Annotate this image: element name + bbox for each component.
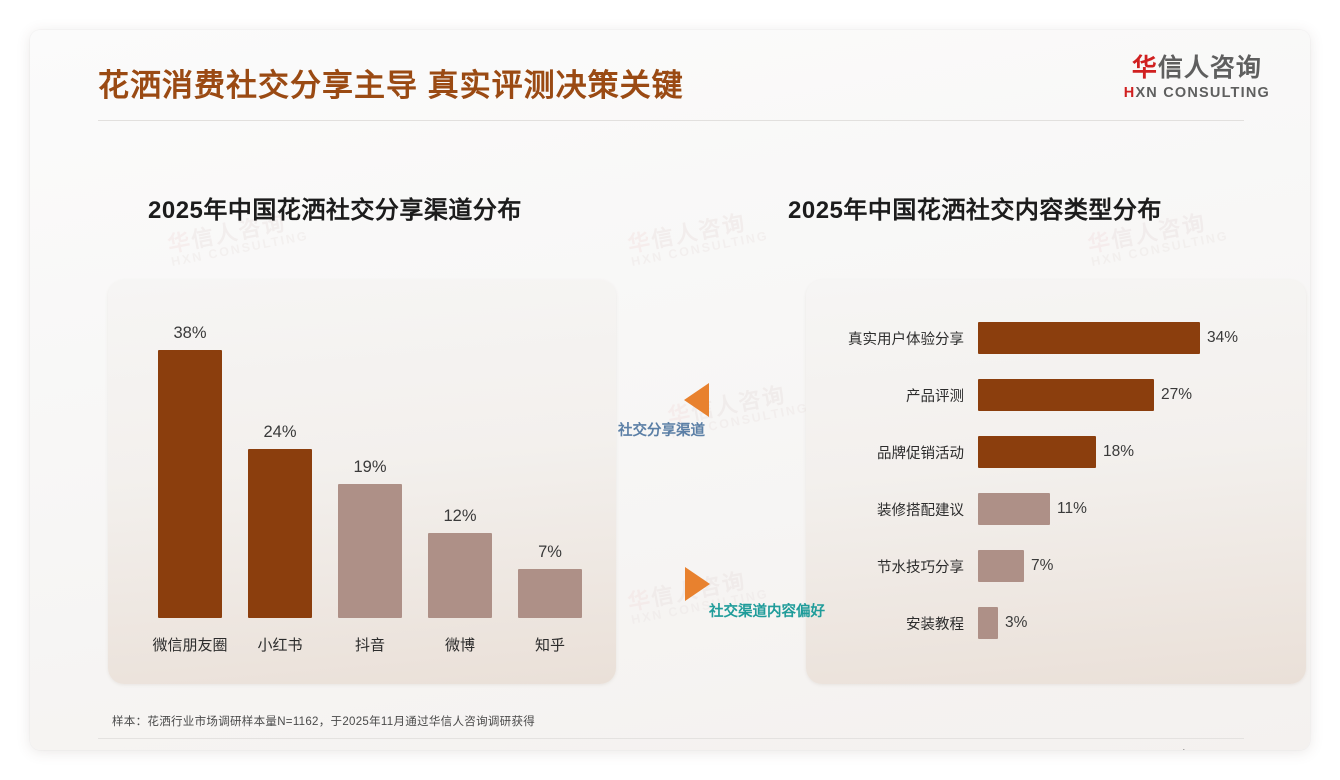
watermark-cn-highlight: 华 — [1085, 228, 1114, 258]
social-channel-bar-chart: 38% 24% 19% 12% 7% — [138, 298, 590, 618]
bar-value-label: 38% — [173, 324, 207, 342]
bar-value-label: 27% — [1161, 386, 1193, 403]
bar-category-label: 装修搭配建议 — [877, 502, 964, 519]
bar-column: 38% — [158, 324, 222, 618]
footer-divider — [98, 738, 1244, 739]
bar — [158, 350, 222, 618]
bar-row: 真实用户体验分享 34% — [830, 322, 1300, 354]
bar — [978, 493, 1050, 525]
bar — [978, 322, 1200, 354]
bar-column: 19% — [338, 458, 402, 618]
bar-column: 12% — [428, 507, 492, 618]
annotation-channel-content-preference: 社交渠道内容偏好 — [709, 604, 825, 620]
bar-category-label: 抖音 — [354, 637, 385, 654]
watermark-cn-highlight: 华 — [625, 586, 654, 616]
bar-value-label: 18% — [1103, 443, 1135, 460]
copyright-text: ©2026.1 HXR华信人咨询 — [98, 749, 227, 750]
bar-value-label: 34% — [1207, 329, 1239, 346]
watermark-en: HXN CONSULTING — [1090, 228, 1230, 270]
arrow-right-icon — [685, 567, 710, 601]
bar-category-label: 真实用户体验分享 — [848, 331, 964, 348]
logo-en-rest: XN CONSULTING — [1135, 85, 1270, 101]
bar — [428, 533, 492, 618]
bar-value-label: 3% — [1005, 614, 1028, 631]
bar — [978, 379, 1154, 411]
bar-value-label: 7% — [538, 543, 562, 561]
bar-value-label: 11% — [1057, 500, 1087, 517]
bar-category-label: 小红书 — [257, 637, 303, 654]
logo-cn-rest: 信人咨询 — [1157, 54, 1262, 82]
arrow-left-icon — [684, 383, 709, 417]
right-chart-title: 2025年中国花洒社交内容类型分布 — [788, 197, 1162, 224]
bar-value-label: 7% — [1031, 557, 1054, 574]
watermark-cn-rest: 信人咨询 — [649, 209, 749, 253]
bar-category-label: 节水技巧分享 — [877, 559, 964, 576]
bar-row: 节水技巧分享 7% — [830, 550, 1300, 582]
content-type-bar-chart: 真实用户体验分享 34% 产品评测 27% 品牌促销活动 18% 装修搭配建议 11% 节水技巧… — [830, 322, 1300, 652]
bar-value-label: 24% — [263, 423, 297, 441]
bar — [248, 449, 312, 618]
slide-canvas: 花洒消费社交分享主导 真实评测决策关键 华信人咨询 HXN CONSULTING… — [30, 30, 1310, 750]
bar-value-label: 19% — [353, 458, 387, 476]
bar-category-label: 安装教程 — [906, 616, 964, 633]
logo-en-highlight: H — [1123, 85, 1136, 101]
watermark-cn: 华信人咨询 — [625, 207, 767, 258]
logo-english-text: HXN CONSULTING — [1124, 86, 1270, 101]
logo-chinese-text: 华信人咨询 — [1124, 56, 1270, 81]
bar-category-label: 产品评测 — [906, 388, 964, 405]
bar — [978, 436, 1096, 468]
logo-cn-highlight: 华 — [1131, 54, 1158, 82]
watermark-en: HXN CONSULTING — [630, 228, 770, 270]
page-title: 花洒消费社交分享主导 真实评测决策关键 — [98, 68, 684, 103]
bar-category-label: 微信朋友圈 — [152, 637, 228, 654]
watermark-en: HXN CONSULTING — [170, 228, 310, 270]
header-divider — [98, 120, 1244, 121]
bar — [978, 550, 1024, 582]
bar-row: 品牌促销活动 18% — [830, 436, 1300, 468]
website-url: www.hxrcon.com — [1155, 749, 1242, 750]
bar-column: 24% — [248, 423, 312, 618]
watermark-cn-highlight: 华 — [165, 228, 194, 258]
bar-row: 装修搭配建议 11% — [830, 493, 1300, 525]
bar — [338, 484, 402, 618]
watermark: 华信人咨询 HXN CONSULTING — [626, 207, 770, 269]
watermark-cn-highlight: 华 — [625, 228, 654, 258]
bar-category-label: 知乎 — [534, 637, 565, 654]
bar-row: 安装教程 3% — [830, 607, 1300, 639]
company-logo: 华信人咨询 HXN CONSULTING — [1124, 56, 1270, 101]
bar — [978, 607, 998, 639]
bar-column: 7% — [518, 543, 582, 618]
bar-row: 产品评测 27% — [830, 379, 1300, 411]
bar-category-label: 品牌促销活动 — [877, 445, 964, 462]
bar-value-label: 12% — [443, 507, 477, 525]
annotation-social-share-channel: 社交分享渠道 — [618, 423, 705, 439]
bar-category-label: 微博 — [444, 637, 475, 654]
left-chart-title: 2025年中国花洒社交分享渠道分布 — [148, 197, 522, 224]
slide-header: 花洒消费社交分享主导 真实评测决策关键 华信人咨询 HXN CONSULTING — [30, 30, 1310, 122]
sample-footnote: 样本：花洒行业市场调研样本量N=1162，于2025年11月通过华信人咨询调研获… — [112, 716, 536, 728]
bar — [518, 569, 582, 618]
